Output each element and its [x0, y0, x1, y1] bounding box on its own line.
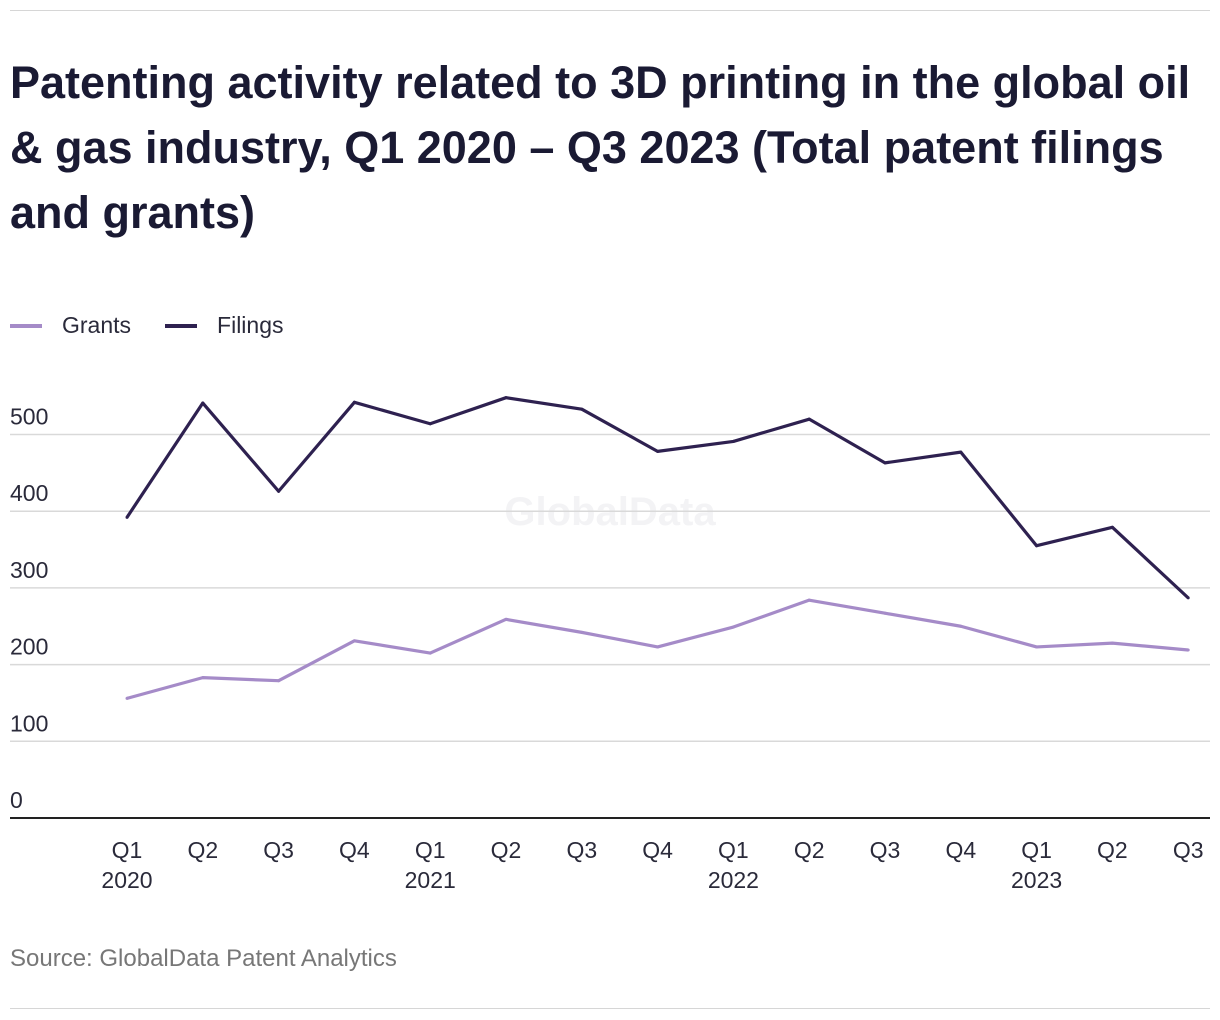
y-tick-label: 500: [10, 404, 48, 430]
x-tick-label: Q4: [945, 837, 976, 863]
y-tick-label: 400: [10, 480, 48, 506]
x-tick-label: Q2: [1097, 837, 1128, 863]
data-point-grants: [352, 639, 356, 643]
y-tick-label: 0: [10, 787, 23, 813]
x-tick-label: Q3: [1173, 837, 1204, 863]
legend-swatch-filings: [165, 323, 198, 328]
data-point-filings: [277, 489, 281, 493]
data-point-filings: [1035, 544, 1039, 548]
x-tick-year-label: 2022: [708, 867, 759, 893]
data-point-filings: [352, 400, 356, 404]
data-point-grants: [1110, 641, 1114, 645]
data-point-filings: [883, 461, 887, 465]
x-tick-year-label: 2023: [1011, 867, 1062, 893]
x-tick-label: Q1: [1021, 837, 1052, 863]
data-point-grants: [883, 611, 887, 615]
x-tick-label: Q1: [112, 837, 143, 863]
legend-label-grants: Grants: [62, 312, 132, 338]
x-tick-year-label: 2021: [405, 867, 456, 893]
data-point-filings: [201, 401, 205, 405]
x-tick-label: Q3: [870, 837, 901, 863]
y-tick-label: 300: [10, 557, 48, 583]
legend-item-filings: Filings: [165, 312, 284, 339]
data-point-filings: [656, 449, 660, 453]
y-tick-label: 200: [10, 634, 48, 660]
data-point-filings: [959, 450, 963, 454]
x-tick-label: Q1: [415, 837, 446, 863]
x-tick-label: Q4: [642, 837, 673, 863]
x-tick-label: Q3: [566, 837, 597, 863]
x-tick-label: Q4: [339, 837, 370, 863]
x-tick-label: Q3: [263, 837, 294, 863]
source-note: Source: GlobalData Patent Analytics: [10, 945, 397, 972]
x-tick-label: Q1: [718, 837, 749, 863]
legend-item-grants: Grants: [10, 312, 131, 339]
data-point-grants: [1035, 645, 1039, 649]
data-point-filings: [580, 407, 584, 411]
data-point-grants: [504, 617, 508, 621]
data-point-grants: [1186, 648, 1190, 652]
x-tick-label: Q2: [794, 837, 825, 863]
data-point-grants: [428, 651, 432, 655]
data-point-grants: [201, 676, 205, 680]
x-tick-year-label: 2020: [101, 867, 152, 893]
data-point-filings: [731, 439, 735, 443]
data-point-filings: [1110, 525, 1114, 529]
data-point-filings: [125, 515, 129, 519]
top-divider: [10, 10, 1210, 11]
chart-title: Patenting activity related to 3D printin…: [10, 57, 1191, 238]
data-point-grants: [656, 645, 660, 649]
legend: Grants Filings: [10, 312, 284, 339]
data-point-grants: [580, 630, 584, 634]
data-point-filings: [1186, 596, 1190, 600]
series-line-grants: [126, 598, 1189, 700]
x-tick-label: Q2: [491, 837, 522, 863]
data-point-filings: [807, 417, 811, 421]
data-point-grants: [731, 625, 735, 629]
data-point-grants: [277, 679, 281, 683]
bottom-divider: [10, 1008, 1210, 1009]
data-point-filings: [504, 396, 508, 400]
data-point-filings: [428, 422, 432, 426]
data-point-grants: [125, 696, 129, 700]
legend-label-filings: Filings: [217, 312, 284, 338]
legend-swatch-grants: [10, 323, 42, 328]
data-point-grants: [959, 624, 963, 628]
watermark: GlobalData: [504, 490, 716, 534]
data-point-grants: [807, 598, 811, 602]
x-tick-label: Q2: [187, 837, 218, 863]
y-tick-label: 100: [10, 710, 48, 736]
